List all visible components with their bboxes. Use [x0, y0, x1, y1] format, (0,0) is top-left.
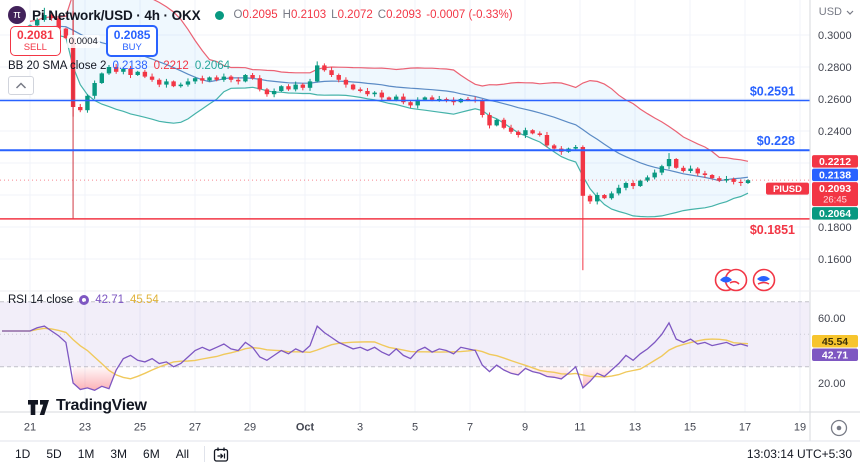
low-value: 0.2072 [337, 9, 373, 21]
price-level-label: $0.228 [757, 134, 795, 148]
trade-panel: 0.2081 SELL 0.0004 0.2085 BUY [10, 25, 159, 57]
main-pane [29, 0, 749, 218]
rsi-badge: 42.71 [822, 349, 848, 361]
rsi-oversold-fill [582, 366, 612, 388]
price-badge: 0.2212 [819, 156, 851, 168]
rsi-label: RSI 14 close [8, 294, 74, 306]
time-tick-label: 29 [244, 422, 256, 434]
rsi-ma-line [2, 327, 749, 380]
time-tick-label: 25 [134, 422, 146, 434]
high-value: 0.2103 [290, 9, 327, 21]
collapse-legend-button[interactable] [8, 76, 34, 95]
candles-layer [27, 7, 751, 271]
sticker-icons[interactable] [714, 267, 776, 293]
toolbar-divider [204, 446, 206, 462]
rsi-tick-label: 60.00 [818, 313, 846, 325]
price-axis[interactable]: 0.3000 0.2800 0.2600 0.2400 0.1800 0.1600 60.0… [818, 30, 852, 390]
time-tick-label: 23 [79, 422, 91, 434]
bb-basis-value: 0.2138 [112, 60, 148, 72]
symbol-tag-badge: PIUSD [773, 184, 802, 195]
bb-lower-line [29, 34, 749, 218]
range-button-1m[interactable]: 1M [77, 447, 95, 461]
time-tick-label: 19 [794, 422, 806, 434]
time-tick-label: 3 [357, 422, 363, 434]
price-level-label: $0.2591 [750, 84, 795, 98]
time-axis[interactable]: 21 23 25 27 29 Oct 3 5 7 9 11 13 15 17 19 [24, 422, 806, 434]
bb-upper-value: 0.2212 [153, 60, 189, 72]
bb-lower-value: 0.2064 [194, 60, 231, 72]
go-to-realtime-button[interactable] [830, 419, 848, 437]
time-tick-label: 15 [684, 422, 696, 434]
bb-label: BB 20 SMA close 2 [8, 60, 107, 72]
whale-sticker-icon-2 [752, 268, 776, 292]
bb-basis-line [29, 25, 749, 182]
rsi-pane [0, 301, 810, 392]
price-badge: 0.2138 [819, 169, 851, 181]
time-tick-label: 5 [412, 422, 418, 434]
buy-button[interactable]: 0.2085 BUY [105, 25, 159, 57]
rsi-oversold-fill [503, 366, 569, 379]
time-tick-label: 9 [522, 422, 528, 434]
price-tick-label: 0.1600 [818, 254, 852, 266]
tradingview-watermark[interactable]: TradingView [26, 395, 147, 417]
bb-indicator-legend[interactable]: BB 20 SMA close 2 0.2138 0.2212 0.2064 [8, 60, 230, 72]
currency-dropdown[interactable]: USD [819, 6, 854, 18]
whale-sticker-icon-1 [714, 268, 748, 292]
currency-label: USD [818, 6, 842, 18]
time-tick-label: 17 [739, 422, 751, 434]
rsi-indicator-legend[interactable]: RSI 14 close 42.71 45.54 [8, 294, 159, 306]
rsi-badge: 45.54 [822, 336, 848, 348]
time-tick-label: 7 [467, 422, 473, 434]
bb-upper-line [29, 0, 749, 162]
bar-countdown: 26:45 [823, 195, 847, 206]
price-badge: 0.2064 [819, 208, 851, 220]
rsi-value: 42.71 [95, 294, 124, 306]
go-to-date-calendar-icon[interactable] [213, 446, 230, 463]
bb-fill [30, 0, 748, 217]
price-tick-label: 0.2600 [818, 94, 852, 106]
range-button-6m[interactable]: 6M [143, 447, 160, 461]
range-button-5d[interactable]: 5D [46, 447, 62, 461]
range-buttons: 1D 5D 1M 3M 6M All [8, 445, 196, 463]
session-clock[interactable]: 13:03:14 UTC+5:30 [746, 447, 852, 461]
symbol-title[interactable]: Pi Network/USD · 4h · OKX [32, 7, 201, 23]
range-button-all[interactable]: All [175, 447, 190, 461]
chevron-down-icon [846, 10, 854, 15]
watermark-text: TradingView [56, 397, 147, 414]
range-button-1d[interactable]: 1D [15, 447, 31, 461]
price-tick-label: 0.3000 [818, 30, 852, 42]
spread-value: 0.0004 [66, 34, 100, 48]
chevron-up-icon [15, 81, 27, 89]
tradingview-logo-icon [28, 400, 49, 415]
price-badge: 0.2093 [819, 183, 851, 195]
time-tick-label: Oct [296, 422, 315, 434]
rsi-tick-label: 20.00 [818, 378, 846, 390]
market-status-dot[interactable] [214, 10, 224, 20]
price-level-label: $0.1851 [750, 223, 795, 237]
price-tick-label: 0.2400 [818, 126, 852, 138]
bottom-toolbar: 1D 5D 1M 3M 6M All 13:03:14 UTC+5:30 [0, 441, 860, 467]
time-tick-label: 13 [629, 422, 641, 434]
range-button-3m[interactable]: 3M [110, 447, 128, 461]
rsi-loading-icon [79, 295, 90, 305]
time-tick-label: 11 [574, 422, 585, 434]
rsi-ma-value: 45.54 [129, 294, 159, 306]
time-tick-label: 21 [24, 422, 36, 434]
close-value: 0.2093 [386, 9, 422, 21]
change-value: -0.0007 (-0.33%) [426, 9, 513, 21]
rsi-oversold-fill [73, 366, 117, 391]
rsi-line [2, 321, 749, 392]
symbol-header: π Pi Network/USD · 4h · OKX O0.2095 H0.2… [8, 6, 513, 24]
ohlc-values: O0.2095 H0.2103 L0.2072 C0.2093 -0.0007 … [233, 9, 513, 21]
pi-network-logo-icon: π [8, 6, 26, 24]
price-tick-label: 0.2800 [818, 62, 852, 74]
sell-button[interactable]: 0.2081 SELL [10, 26, 61, 56]
time-tick-label: 27 [189, 422, 201, 434]
open-value: 0.2095 [242, 9, 278, 21]
price-tick-label: 0.1800 [818, 222, 852, 234]
